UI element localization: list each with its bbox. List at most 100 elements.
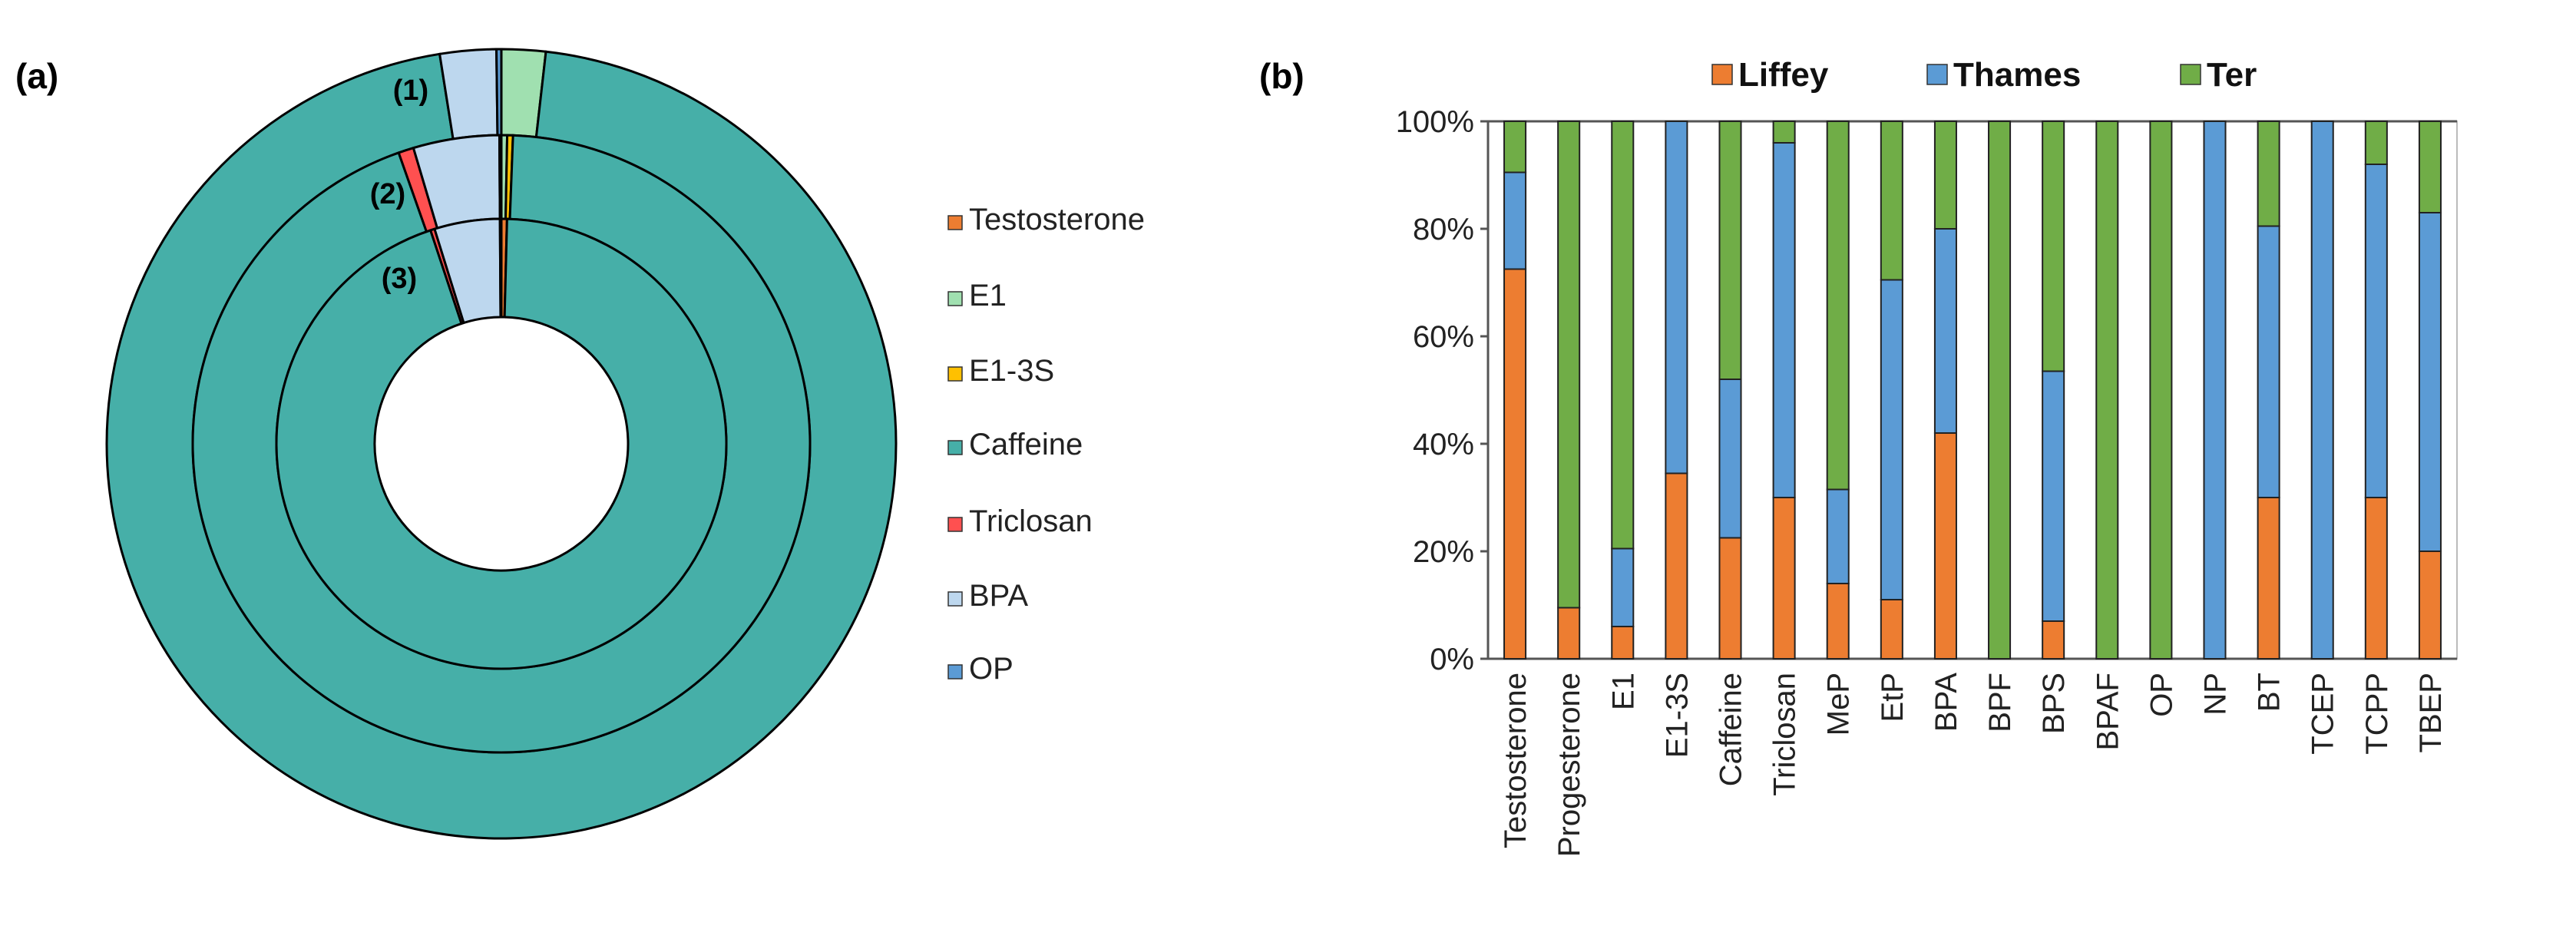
legend-label: Ter <box>2207 56 2257 94</box>
x-tick-label: OP <box>2144 673 2178 717</box>
bar-segment-ter <box>2042 121 2065 372</box>
bar-segment-ter <box>1772 121 1796 144</box>
bar-segment-ter <box>1611 121 1635 550</box>
bar-segment-thames <box>1826 488 1850 584</box>
legend-marker <box>947 291 963 306</box>
x-tick-label: E1 <box>1606 673 1640 710</box>
bar-segment-thames <box>2310 121 2334 660</box>
legend-marker-liffey <box>1711 64 1733 85</box>
bar-segment-ter <box>1718 121 1742 380</box>
legend-marker-thames <box>1926 64 1948 85</box>
bar-segment-ter <box>2149 121 2173 660</box>
x-tick-label: EtP <box>1876 673 1910 722</box>
legend-marker <box>947 215 963 230</box>
bar-legend: Liffey Thames Ter <box>1711 56 2257 94</box>
bar-segment-liffey <box>1772 497 1796 660</box>
bar-segment-liffey <box>1503 268 1527 660</box>
bar-segment-thames <box>2257 225 2280 498</box>
donut-chart: (1) (2) (3) <box>105 48 898 840</box>
bar-segment-liffey <box>1665 472 1688 660</box>
bar-segment-ter <box>2418 121 2442 213</box>
x-tick-label: Progesterone <box>1553 673 1586 857</box>
bar-segment-liffey <box>2364 497 2388 660</box>
panel-b-label: (b) <box>1259 56 1305 96</box>
y-tick-label: 0% <box>1430 643 1474 676</box>
legend-label: Liffey <box>1738 56 1829 94</box>
y-tick-label: 100% <box>1396 105 1474 139</box>
legend-label: Thames <box>1953 56 2081 94</box>
bar-segment-thames <box>2364 164 2388 498</box>
y-tick-label: 80% <box>1413 213 1474 246</box>
ring-label: (2) <box>370 178 405 210</box>
bar-segment-ter <box>2257 121 2280 227</box>
legend-marker <box>947 440 963 455</box>
legend-label: OP <box>969 652 1014 686</box>
x-tick-label: NP <box>2199 673 2233 716</box>
bar-segment-ter <box>1503 121 1527 174</box>
x-tick-label: E1-3S <box>1660 673 1694 758</box>
stacked-bar-chart: 0% 20% 40% 60% 80% 100% Testosterone Progestero… <box>1396 105 2458 857</box>
legend-marker <box>947 591 963 607</box>
x-tick-label: MeP <box>1822 673 1856 736</box>
legend-label: E1 <box>969 279 1007 312</box>
x-tick-label: TCPP <box>2360 673 2394 755</box>
bar-segment-ter <box>1933 121 1957 230</box>
bar-segment-thames <box>2418 212 2442 552</box>
bar-segment-ter <box>2095 121 2119 660</box>
x-tick-label: BPS <box>2037 673 2071 734</box>
bar-segment-thames <box>1503 171 1527 270</box>
legend-label: Triclosan <box>969 504 1093 538</box>
bar-segment-liffey <box>1611 626 1635 660</box>
bar-segment-ter <box>1988 121 2012 660</box>
legend-label: E1-3S <box>969 354 1054 388</box>
ring-label: (3) <box>382 263 417 295</box>
panel-a-label: (a) <box>15 56 58 96</box>
x-tick-label: BT <box>2253 673 2287 712</box>
ring-label: (1) <box>393 74 428 107</box>
bar-segment-thames <box>1880 279 1903 600</box>
bar-segment-thames <box>1665 121 1688 474</box>
bar-segment-liffey <box>1557 607 1581 660</box>
bar-segment-liffey <box>1880 599 1903 660</box>
x-tick-label: BPAF <box>2091 673 2125 751</box>
donut-slice-caffeine <box>275 217 728 670</box>
bar-segment-liffey <box>1718 537 1742 660</box>
donut-slice-op <box>495 48 503 137</box>
x-tick-label: TBEP <box>2414 673 2448 752</box>
bar-segment-liffey <box>1826 583 1850 660</box>
x-tick-label: BPA <box>1930 673 1963 732</box>
y-tick-label: 20% <box>1413 535 1474 569</box>
donut-legend: Testosterone E1 E1-3S Caffeine Triclosan BPA O… <box>947 203 1145 686</box>
bar-segment-ter <box>2364 121 2388 165</box>
bar-segment-ter <box>1880 121 1903 281</box>
legend-label: BPA <box>969 579 1028 613</box>
y-tick-label: 60% <box>1413 320 1474 354</box>
legend-label: Caffeine <box>969 428 1083 461</box>
legend-marker <box>947 366 963 382</box>
donut-slice-op <box>498 134 503 220</box>
x-tick-label: TCEP <box>2306 673 2340 755</box>
bar-segment-ter <box>1557 121 1581 609</box>
legend-marker-ter <box>2180 64 2201 85</box>
x-tick-label: BPF <box>1983 673 2017 732</box>
bar-segment-liffey <box>2418 551 2442 660</box>
bar-segment-thames <box>2203 121 2227 660</box>
legend-label: Testosterone <box>969 203 1145 236</box>
legend-marker <box>947 664 963 680</box>
x-tick-label: Triclosan <box>1768 673 1802 796</box>
bar-segment-thames <box>1611 547 1635 627</box>
bar-segment-thames <box>1772 142 1796 498</box>
bar-segment-ter <box>1826 121 1850 491</box>
donut-slice-op <box>498 217 503 319</box>
legend-marker <box>947 517 963 532</box>
bar-segment-thames <box>2042 370 2065 622</box>
bar-segment-liffey <box>1933 432 1957 660</box>
y-tick-label: 40% <box>1413 428 1474 461</box>
x-tick-label: Caffeine <box>1715 673 1748 786</box>
bar-segment-thames <box>1718 379 1742 539</box>
x-tick-label: Testosterone <box>1499 673 1533 848</box>
bar-segment-thames <box>1933 228 1957 434</box>
bar-segment-liffey <box>2257 497 2280 660</box>
bar-segment-liffey <box>2042 620 2065 660</box>
